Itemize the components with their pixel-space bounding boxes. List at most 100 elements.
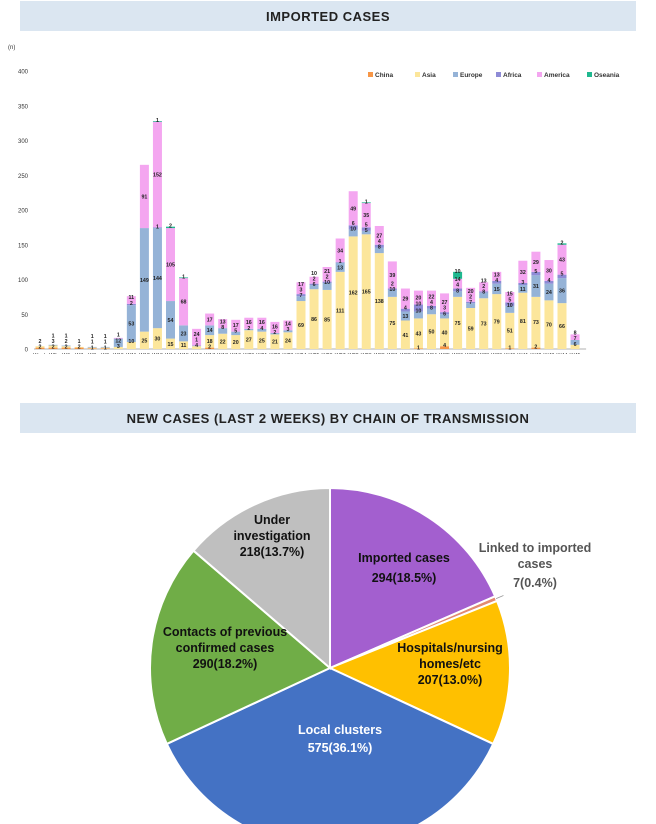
bar-value-label: 70: [546, 323, 552, 329]
bar-value-label: 69: [298, 323, 304, 329]
bar-value-label: 1: [156, 224, 159, 230]
bar-value-label: 81: [520, 319, 526, 325]
legend-swatch: [587, 72, 592, 77]
bar-segment-asia: [557, 303, 567, 349]
bar-value-label: 2: [534, 345, 537, 351]
pie-label-6: Under investigation 218(13.7%): [233, 513, 310, 559]
bar-value-label: 15: [168, 342, 174, 348]
bar-segment-asia: [152, 328, 162, 349]
bar-segment-asia: [518, 292, 528, 349]
bar-value-label: 1: [117, 333, 120, 339]
bar-segment-asia: [192, 346, 202, 349]
bar-value-label: 21: [324, 269, 330, 275]
bar-segment-africa: [361, 227, 371, 231]
bar-value-label: 1: [104, 345, 107, 351]
bar-value-label: 21: [272, 340, 278, 346]
bar-segment-oseania: [557, 243, 567, 245]
transmission-title: NEW CASES (LAST 2 WEEKS) BY CHAIN OF TRA…: [126, 410, 530, 426]
bar-value-label: 1: [91, 334, 94, 340]
bar-segment-america: [283, 320, 293, 331]
bar-value-label: 15: [507, 292, 513, 298]
imported-cases-title: IMPORTED CASES: [265, 8, 390, 24]
imported-cases-header: IMPORTED CASES: [20, 1, 636, 31]
y-tick-label: 100: [18, 278, 29, 284]
bar-value-label: 75: [455, 321, 461, 327]
bar-segment-asia: [322, 289, 332, 349]
bar-value-label: 7: [300, 293, 303, 299]
bar-segment-america: [348, 191, 358, 226]
pie-label-1: Imported cases 294(18.5%): [358, 551, 450, 585]
bar-value-label: 165: [362, 290, 371, 296]
bar-segment-asia: [453, 296, 463, 349]
bar-segment-america: [179, 278, 189, 326]
bar-value-label: 10: [324, 280, 330, 286]
x-tick-label: W8: [88, 353, 96, 354]
transmission-header: NEW CASES (LAST 2 WEEKS) BY CHAIN OF TRA…: [20, 403, 636, 433]
bar-segment-oseania: [361, 202, 371, 204]
bar-value-label: 17: [207, 317, 213, 323]
bar-value-label: 1: [365, 199, 368, 205]
bar-segment-asia: [139, 331, 149, 349]
bar-value-label: 16: [272, 324, 278, 330]
x-tick-label: W27: [335, 353, 346, 354]
legend-label: Asia: [422, 72, 436, 79]
x-tick-label: W45: [570, 353, 581, 354]
bar-segment-asia: [231, 335, 241, 349]
bar-segment-europe: [126, 305, 136, 343]
bar-value-label: 7: [574, 336, 577, 342]
bar-value-label: 22: [429, 294, 435, 300]
bar-value-label: 8: [456, 288, 459, 294]
legend-label: America: [544, 72, 570, 79]
bar-value-label: 1: [195, 338, 198, 344]
pie-slice-6: [192, 486, 331, 671]
bar-segment-europe: [557, 278, 567, 304]
bar-segment-europe: [505, 305, 515, 313]
bar-value-label: 10: [128, 339, 134, 345]
bar-value-label: 1: [65, 333, 68, 339]
pie-slice-1: [329, 486, 497, 670]
bar-value-label: 24: [285, 339, 291, 345]
bar-value-label: 13: [481, 279, 487, 285]
bar-value-label: 105: [166, 263, 175, 269]
bar-segment-europe: [244, 328, 254, 331]
bar-segment-africa: [531, 271, 541, 276]
bar-value-label: 2: [65, 345, 68, 351]
bar-segment-europe: [570, 339, 580, 345]
bar-segment-africa: [440, 312, 450, 315]
bar-segment-europe: [348, 229, 358, 237]
bar-segment-america: [270, 321, 280, 334]
bar-value-label: 11: [181, 343, 187, 349]
bar-segment-europe: [283, 330, 293, 333]
bar-value-label: 5: [365, 228, 368, 234]
bar-segment-europe: [374, 247, 384, 254]
bar-segment-africa: [387, 288, 397, 290]
bar-segment-europe: [113, 338, 123, 347]
bar-value-label: 25: [141, 338, 147, 344]
bar-value-label: 2: [65, 339, 68, 345]
bar-segment-africa: [479, 291, 489, 293]
x-tick-label: W12: [139, 353, 150, 354]
bar-value-label: 13: [494, 272, 500, 278]
bar-segment-europe: [192, 345, 202, 347]
x-tick-label: W26: [322, 353, 333, 354]
bar-value-label: 43: [415, 331, 421, 337]
bar-segment-asia: [257, 331, 267, 349]
bar-segment-asia: [126, 342, 136, 349]
bar-value-label: 1: [78, 339, 81, 345]
bar-segment-europe: [492, 283, 502, 295]
bar-value-label: 41: [402, 333, 408, 339]
bar-value-label: 16: [246, 320, 252, 326]
bar-segment-america: [322, 266, 332, 282]
bar-segment-america: [152, 121, 162, 228]
bar-value-label: 50: [429, 330, 435, 336]
x-tick-label: W40: [504, 353, 515, 354]
bar-value-label: 27: [442, 300, 448, 306]
bar-segment-europe: [309, 285, 319, 290]
pie-slice-label: Under investigation: [233, 513, 310, 543]
bar-value-label: 66: [559, 324, 565, 330]
bar-value-label: 91: [141, 194, 147, 200]
bar-segment-oseania: [453, 271, 463, 279]
x-tick-label: W34: [426, 353, 437, 354]
bar-value-label: 2: [273, 330, 276, 336]
legend: China Asia Europe Africa America Oseania: [368, 72, 620, 79]
